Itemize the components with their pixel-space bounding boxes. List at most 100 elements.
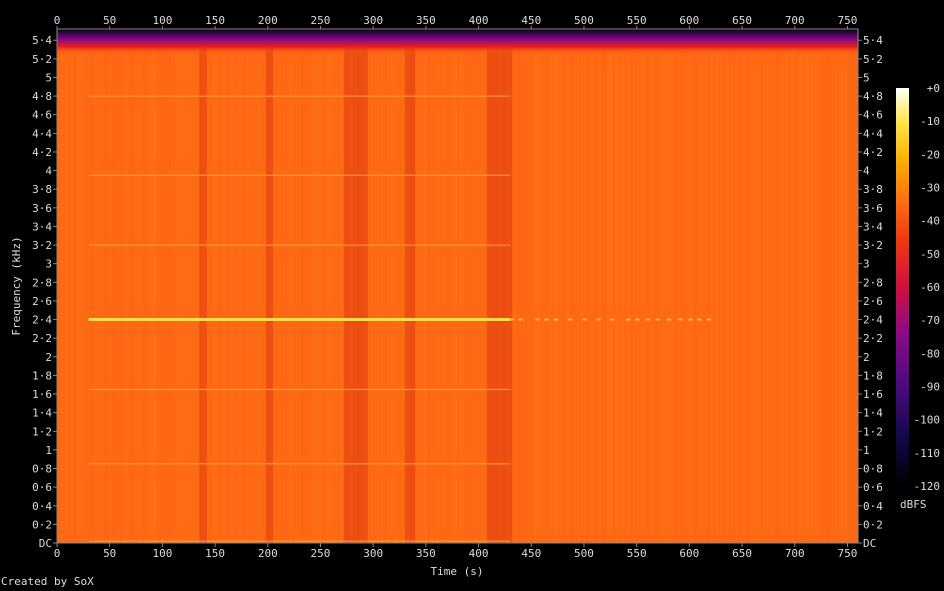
noise-column bbox=[331, 30, 333, 543]
y-tick-label-right: 4·2 bbox=[863, 146, 883, 159]
noise-column bbox=[61, 30, 63, 543]
noise-column bbox=[137, 30, 139, 543]
noise-column bbox=[697, 30, 699, 543]
noise-column bbox=[581, 30, 583, 543]
noise-column bbox=[557, 30, 559, 543]
noise-column bbox=[721, 30, 723, 543]
y-tick-label-left: 0·6 bbox=[32, 481, 52, 494]
noise-column bbox=[215, 30, 217, 543]
y-tick-label-left: 0·2 bbox=[32, 518, 52, 531]
noise-column bbox=[261, 30, 263, 543]
noise-column bbox=[823, 30, 825, 543]
noise-column bbox=[227, 30, 229, 543]
noise-column bbox=[567, 30, 569, 543]
noise-column bbox=[551, 30, 553, 543]
noise-column bbox=[699, 30, 701, 543]
noise-column bbox=[469, 30, 471, 543]
noise-column bbox=[483, 30, 485, 543]
noise-column bbox=[669, 30, 671, 543]
noise-column bbox=[407, 30, 409, 543]
noise-column bbox=[291, 30, 293, 543]
colorbar-tick-label: -70 bbox=[920, 314, 940, 327]
noise-column bbox=[133, 30, 135, 543]
noise-column bbox=[359, 30, 361, 543]
noise-column bbox=[119, 30, 121, 543]
noise-column bbox=[673, 30, 675, 543]
noise-column bbox=[85, 30, 87, 543]
noise-column bbox=[425, 30, 427, 543]
noise-column bbox=[779, 30, 781, 543]
noise-column bbox=[821, 30, 823, 543]
noise-column bbox=[471, 30, 473, 543]
noise-column bbox=[497, 30, 499, 543]
noise-column bbox=[157, 30, 159, 543]
noise-column bbox=[431, 30, 433, 543]
noise-column bbox=[585, 30, 587, 543]
noise-column bbox=[429, 30, 431, 543]
noise-column bbox=[75, 30, 77, 543]
noise-column bbox=[531, 30, 533, 543]
noise-column bbox=[713, 30, 715, 543]
colorbar-tick-label: +0 bbox=[927, 82, 940, 95]
x-tick-label-bottom: 650 bbox=[732, 547, 752, 560]
noise-column bbox=[783, 30, 785, 543]
y-tick-label-left: 1·6 bbox=[32, 388, 52, 401]
y-tick-label-left: 4·6 bbox=[32, 109, 52, 122]
noise-column bbox=[335, 30, 337, 543]
noise-column bbox=[69, 30, 71, 543]
noise-column bbox=[759, 30, 761, 543]
y-tick-label-right: 3·8 bbox=[863, 183, 883, 196]
noise-column bbox=[815, 30, 817, 543]
noise-column bbox=[109, 30, 111, 543]
noise-column bbox=[273, 30, 275, 543]
noise-column bbox=[515, 30, 517, 543]
noise-column bbox=[129, 30, 131, 543]
x-tick-label-bottom: 350 bbox=[416, 547, 436, 560]
noise-column bbox=[379, 30, 381, 543]
noise-column bbox=[763, 30, 765, 543]
noise-column bbox=[777, 30, 779, 543]
y-tick-label-left: 2·8 bbox=[32, 276, 52, 289]
noise-column bbox=[263, 30, 265, 543]
y-tick-label-right: 1·6 bbox=[863, 388, 883, 401]
noise-column bbox=[371, 30, 373, 543]
noise-column bbox=[357, 30, 359, 543]
x-tick-label-top: 650 bbox=[732, 14, 752, 27]
x-tick-label-bottom: 200 bbox=[258, 547, 278, 560]
noise-column bbox=[787, 30, 789, 543]
noise-column bbox=[485, 30, 487, 543]
noise-column bbox=[529, 30, 531, 543]
noise-column bbox=[603, 30, 605, 543]
noise-column bbox=[395, 30, 397, 543]
noise-column bbox=[237, 30, 239, 543]
noise-column bbox=[307, 30, 309, 543]
colorbar-ticks: +0 -10 -20 -30 -40 -50 -60 -70 -80 -90 -100 -110 -12… bbox=[914, 82, 941, 493]
noise-column bbox=[509, 30, 511, 543]
y-tick-label-right: 0·2 bbox=[863, 518, 883, 531]
noise-column bbox=[317, 30, 319, 543]
noise-column bbox=[475, 30, 477, 543]
y-tick-label-right: 4·6 bbox=[863, 109, 883, 122]
noise-column bbox=[309, 30, 311, 543]
noise-column bbox=[781, 30, 783, 543]
noise-column bbox=[339, 30, 341, 543]
noise-column bbox=[131, 30, 133, 543]
noise-column bbox=[281, 30, 283, 543]
noise-column bbox=[81, 30, 83, 543]
noise-column bbox=[803, 30, 805, 543]
noise-column bbox=[91, 30, 93, 543]
y-tick-label-right: 2·6 bbox=[863, 295, 883, 308]
noise-column bbox=[773, 30, 775, 543]
noise-column bbox=[295, 30, 297, 543]
noise-column bbox=[141, 30, 143, 543]
noise-column bbox=[337, 30, 339, 543]
noise-column bbox=[105, 30, 107, 543]
noise-column bbox=[421, 30, 423, 543]
colorbar-tick-label: -100 bbox=[914, 414, 941, 427]
noise-column bbox=[831, 30, 833, 543]
noise-column bbox=[159, 30, 161, 543]
noise-column bbox=[569, 30, 571, 543]
x-tick-label-top: 500 bbox=[574, 14, 594, 27]
noise-column bbox=[597, 30, 599, 543]
noise-column bbox=[473, 30, 475, 543]
